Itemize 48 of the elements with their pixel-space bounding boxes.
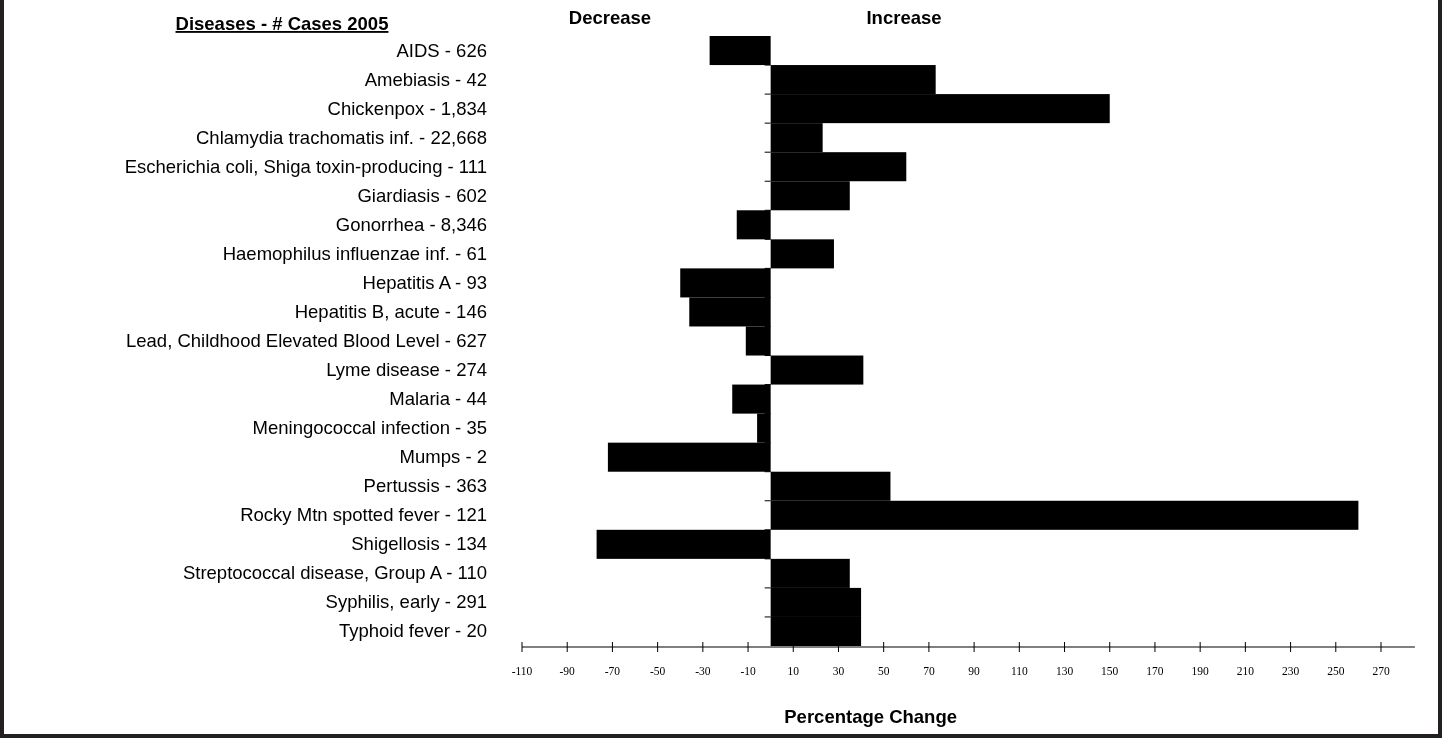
x-tick-label: 150	[1101, 665, 1119, 677]
y-tick-label: Giardiasis - 602	[357, 184, 487, 206]
x-tick-label: -70	[604, 665, 621, 677]
text: Increase	[866, 7, 942, 28]
y-tick-label: Lead, Childhood Elevated Blood Level - 627	[125, 330, 487, 351]
y-tick-label: AIDS - 626	[396, 39, 487, 61]
y-tick-label: Streptococcal disease, Group A - 110	[182, 562, 487, 584]
x-tick-label: -30	[695, 665, 711, 677]
y-tick-label: Pertussis - 363	[363, 475, 487, 497]
y-tick-label: Gonorrhea - 8,346	[335, 213, 487, 235]
x-tick-label: 50	[877, 665, 890, 677]
x-tick-label: 10	[787, 665, 800, 677]
x-tick-label: 270	[1372, 665, 1390, 677]
y-axis-title: Diseases - # Cases 2005	[175, 13, 389, 34]
bar	[709, 36, 771, 66]
y-tick-label: Malaria - 44	[389, 388, 487, 410]
y-tick-label: Typhoid fever - 20	[338, 620, 487, 642]
x-tick-label: 230	[1281, 665, 1300, 677]
y-tick-label: Chickenpox - 1,834	[327, 97, 487, 119]
text: Decrease	[568, 7, 652, 28]
y-tick-label: Hepatitis A - 93	[362, 271, 487, 293]
x-tick-label: 190	[1191, 665, 1210, 677]
y-tick-label: Rocky Mtn spotted fever - 121	[240, 504, 487, 526]
x-tick-label: 90	[968, 665, 981, 677]
x-tick-label: 30	[832, 665, 845, 677]
x-tick-label: 70	[923, 665, 935, 677]
x-tick-label: 210	[1236, 665, 1255, 677]
y-tick-label: Amebiasis - 42	[364, 68, 487, 90]
x-axis-title: Percentage Change	[784, 706, 958, 727]
y-tick-label: Meningococcal infection - 35	[252, 417, 487, 439]
y-tick-label: Shigellosis - 134	[351, 533, 487, 555]
x-tick-label: 110	[1010, 665, 1028, 677]
y-tick-label: Mumps - 2	[399, 446, 487, 468]
y-tick-label: Lyme disease - 274	[326, 359, 487, 381]
y-tick-label: Escherichia coli, Shiga toxin-producing - 111	[124, 155, 487, 177]
x-tick-label: -10	[740, 665, 756, 677]
bar	[736, 210, 771, 240]
x-tick-label: 250	[1327, 665, 1345, 677]
x-tick-label: 170	[1146, 665, 1164, 677]
bar	[596, 529, 771, 559]
x-tick-label: -90	[559, 665, 576, 677]
y-tick-label: Haemophilus influenzae inf. - 61	[222, 242, 487, 264]
x-tick-label: 130	[1055, 665, 1074, 677]
y-tick-label: Chlamydia trachomatis inf. - 22,668	[196, 126, 487, 148]
y-tick-label: Hepatitis B, acute - 146	[294, 300, 487, 322]
y-tick-label: Syphilis, early - 291	[325, 591, 487, 613]
x-tick-label: -50	[649, 665, 666, 677]
x-tick-label: -110	[511, 665, 533, 677]
